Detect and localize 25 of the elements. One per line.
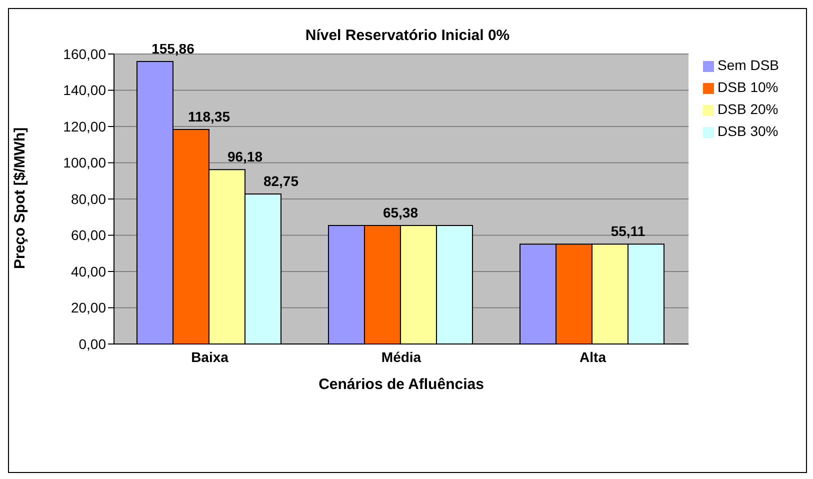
y-tick-label: 80,00 xyxy=(70,190,106,207)
y-tick-label: 140,00 xyxy=(63,82,106,98)
legend-label: Sem DSB xyxy=(718,57,779,73)
y-tick-label: 160,00 xyxy=(63,46,106,62)
y-tick-label: 20,00 xyxy=(70,300,106,316)
data-label: 55,11 xyxy=(610,223,646,240)
data-label: 155,86 xyxy=(152,40,195,57)
y-tick-label: 60,00 xyxy=(70,227,106,244)
x-tick-label: Alta xyxy=(580,348,606,365)
x-axis-title: Cenários de Afluências xyxy=(318,376,484,393)
data-label: 65,38 xyxy=(382,204,418,220)
x-tick-label: Baixa xyxy=(191,348,229,365)
legend-label: DSB 20% xyxy=(718,101,778,117)
data-label: 82,75 xyxy=(263,173,299,190)
x-tick-label: Média xyxy=(381,348,422,365)
chart-title: Nível Reservatório Inicial 0% xyxy=(305,27,510,44)
data-label: 96,18 xyxy=(227,148,263,165)
y-tick-label: 120,00 xyxy=(63,118,106,134)
legend-label: DSB 30% xyxy=(718,123,778,139)
y-axis-title: Preço Spot [$/MWh] xyxy=(11,127,28,269)
y-tick-label: 0,00 xyxy=(78,336,106,352)
y-tick-label: 40,00 xyxy=(70,263,106,280)
legend-label: DSB 10% xyxy=(718,79,778,95)
data-label: 118,35 xyxy=(188,108,230,124)
y-tick-label: 100,00 xyxy=(63,154,106,171)
